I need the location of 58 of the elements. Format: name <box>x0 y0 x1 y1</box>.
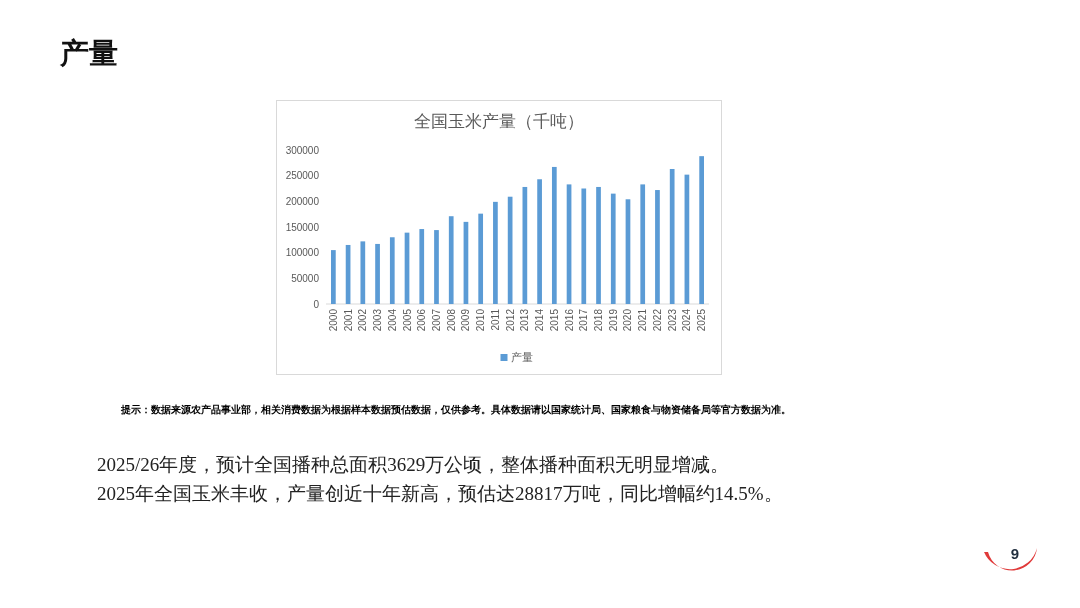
y-tick-label: 300000 <box>285 144 320 156</box>
text: 提示：数据来源农产品事业部，相关消费数据为根据样本数据预估数据，仅供参考。具体数据请以国家统计局、国家粮食与物资储备局等官方数据为准。 <box>120 404 791 415</box>
x-tick-label: 2022 <box>651 308 663 332</box>
x-tick-label: 2013 <box>519 308 531 332</box>
x-tick-label: 2010 <box>475 308 487 332</box>
y-tick-label: 100000 <box>285 247 320 259</box>
bar <box>375 243 380 304</box>
bar <box>551 166 557 304</box>
y-tick-label: 250000 <box>285 170 320 182</box>
bar <box>610 193 616 304</box>
x-tick-label: 2018 <box>593 308 605 332</box>
y-tick-label: 50000 <box>291 272 320 284</box>
x-tick-label: 2007 <box>430 308 442 332</box>
bar <box>581 188 587 304</box>
bar <box>434 230 439 304</box>
x-tick-label: 2019 <box>607 308 619 332</box>
x-tick-label: 2002 <box>357 308 369 332</box>
x-tick-label: 2005 <box>401 308 413 332</box>
x-tick-label: 2014 <box>534 308 546 332</box>
bar <box>478 213 484 304</box>
x-tick-label: 2023 <box>666 308 678 332</box>
bar <box>640 184 646 304</box>
x-tick-label: 2011 <box>489 308 501 331</box>
x-tick-label: 2003 <box>372 308 384 332</box>
x-tick-label: 2015 <box>548 308 560 332</box>
bar <box>669 168 675 304</box>
bar <box>655 190 660 304</box>
y-tick-label: 0 <box>313 298 320 310</box>
text: 2025/26年度，预计全国播种总面积3629万公顷，整体播种面积无明显增减。 <box>97 454 730 475</box>
x-tick-label: 2008 <box>445 308 457 332</box>
x-tick-label: 2016 <box>563 308 575 332</box>
x-tick-label: 2001 <box>342 308 354 332</box>
x-tick-label: 2012 <box>504 308 516 332</box>
bar <box>419 229 425 304</box>
bar <box>448 216 454 304</box>
text: 2025年全国玉米丰收，产量创近十年新高，预估达28817万吨，同比增幅约14.5%。 <box>97 483 783 504</box>
x-tick-label: 2025 <box>696 308 708 332</box>
bar <box>389 237 395 304</box>
y-tick-label: 150000 <box>285 221 320 233</box>
y-tick-label: 200000 <box>285 195 320 207</box>
x-tick-label: 2000 <box>327 308 339 332</box>
chart-title: 全国玉米产量（千吨） <box>414 112 584 131</box>
x-tick-label: 2009 <box>460 308 472 332</box>
bar <box>493 201 498 304</box>
bar <box>537 179 542 304</box>
bar <box>596 186 601 304</box>
text: 产量 <box>59 37 118 69</box>
bar <box>331 250 336 304</box>
x-tick-label: 2020 <box>622 308 634 332</box>
x-tick-label: 2024 <box>681 308 693 332</box>
text: 9 <box>1010 545 1020 562</box>
x-tick-label: 2006 <box>416 308 428 332</box>
x-tick-label: 2021 <box>637 308 649 332</box>
x-tick-label: 2004 <box>386 308 398 332</box>
bar <box>360 241 366 304</box>
x-tick-label: 2017 <box>578 308 590 332</box>
bar <box>699 156 704 304</box>
legend-label: 产量 <box>510 351 533 363</box>
